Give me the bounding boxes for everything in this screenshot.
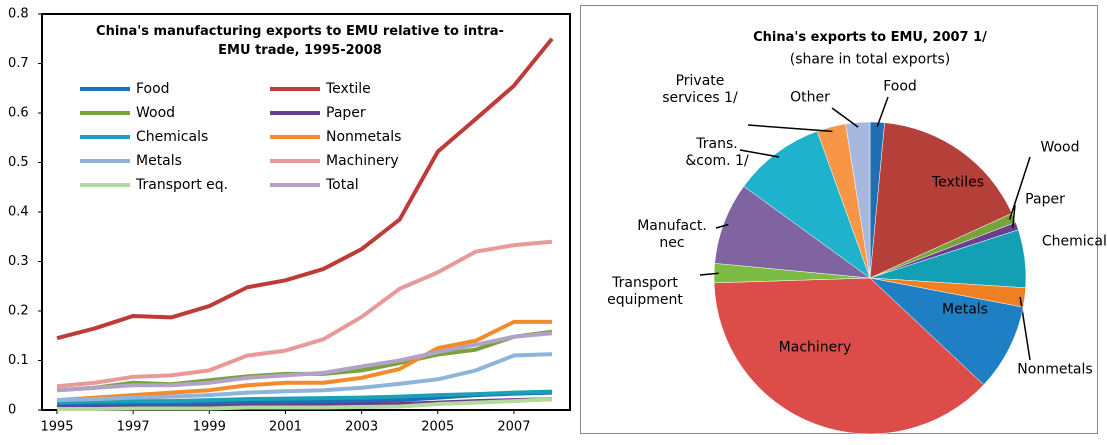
series-line — [57, 397, 553, 412]
series-line — [56, 331, 553, 393]
series-line — [56, 37, 554, 341]
legend-label: Paper — [326, 105, 366, 121]
x-tick-label: 1999 — [193, 420, 226, 435]
y-tick-label: 0.5 — [8, 155, 29, 170]
legend-label: Food — [136, 81, 170, 97]
slice-label: Other — [790, 89, 830, 106]
slice-label: Metals — [942, 301, 988, 318]
leader-line — [699, 272, 719, 276]
pie-slice — [869, 277, 1024, 386]
x-tick-label: 2005 — [421, 420, 454, 435]
legend-label: Transport eq. — [135, 177, 228, 193]
legend-label: Wood — [136, 105, 175, 121]
x-tick-label: 2003 — [345, 420, 378, 435]
slice-label: Textiles — [931, 174, 984, 191]
pie-slice — [845, 121, 871, 279]
leader-line — [739, 149, 780, 158]
plot-frame — [41, 13, 571, 411]
y-tick-label: 0.6 — [8, 106, 29, 121]
slice-label: Wood — [1040, 139, 1080, 156]
series-line — [56, 352, 553, 403]
y-tick-label: 0 — [8, 403, 16, 418]
legend-label: Machinery — [326, 153, 399, 169]
legend-label: Metals — [136, 153, 182, 169]
y-tick-label: 0.2 — [8, 304, 29, 319]
slice-label: Transport equipment — [607, 275, 683, 308]
slice-label: Paper — [1025, 191, 1065, 208]
leader-line — [747, 124, 833, 133]
x-tick-label: 2001 — [269, 420, 302, 435]
legend-label: Total — [325, 177, 359, 193]
pie-frame — [580, 5, 1098, 434]
pie-slice — [713, 277, 985, 435]
pie-slice — [743, 130, 871, 279]
y-tick-label: 0.4 — [8, 205, 29, 220]
chart-subtitle: (share in total exports) — [789, 51, 951, 68]
legend-label: Textile — [325, 81, 371, 97]
slice-label: Nonmetals — [1017, 361, 1093, 378]
chart-title: China's exports to EMU, 2007 1/ — [753, 30, 987, 45]
legend-label: Nonmetals — [326, 129, 401, 145]
chart-title: China's manufacturing exports to EMU rel… — [96, 24, 504, 58]
slice-label: Trans. &com. 1/ — [685, 136, 749, 169]
y-tick-label: 0.7 — [8, 56, 29, 71]
slice-label: Private services 1/ — [662, 73, 738, 106]
y-tick-label: 0.3 — [8, 254, 29, 269]
series-line — [56, 319, 552, 403]
leader-line — [1008, 156, 1031, 220]
x-tick-label: 2007 — [497, 420, 530, 435]
slice-label: Food — [883, 78, 917, 95]
slice-label: Chemicals — [1041, 233, 1107, 250]
pie-slice — [869, 122, 1013, 279]
slice-label: Manufact. nec — [637, 218, 707, 251]
pie-slice — [714, 185, 871, 279]
leader-line — [1011, 204, 1016, 228]
x-tick-label: 1997 — [117, 420, 150, 435]
series-line — [56, 389, 553, 405]
y-tick-label: 0.1 — [8, 353, 29, 368]
slice-label: Machinery — [778, 339, 852, 356]
y-tick-label: 0.8 — [8, 7, 29, 22]
series-line — [56, 239, 553, 389]
leader-line — [876, 96, 889, 128]
legend-label: Chemicals — [136, 129, 208, 145]
leader-line — [715, 223, 729, 229]
leader-line — [1019, 296, 1031, 361]
x-tick-label: 1995 — [40, 420, 73, 435]
leader-line — [831, 107, 859, 128]
